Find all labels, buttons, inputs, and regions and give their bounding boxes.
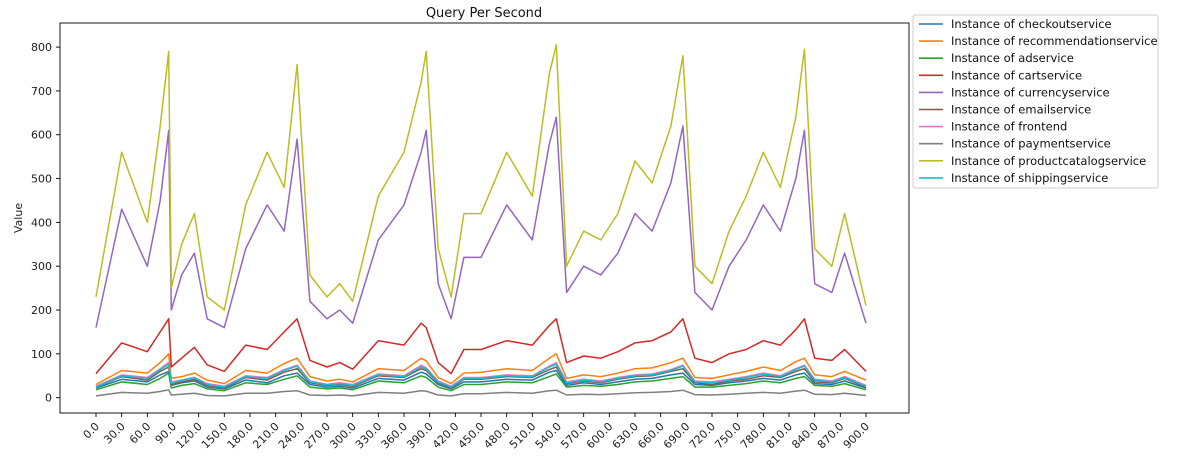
series-line-7 xyxy=(95,389,867,397)
x-tick-label: 60.0 xyxy=(127,420,154,447)
legend-label-2: Instance of adservice xyxy=(951,51,1074,65)
legend-label-1: Instance of recommendationservice xyxy=(951,34,1158,48)
x-tick-label: 210.0 xyxy=(250,420,281,451)
x-tick-label: 780.0 xyxy=(738,420,769,451)
legend-label-6: Instance of frontend xyxy=(951,120,1067,134)
x-tick-label: 390.0 xyxy=(404,420,435,451)
x-tick-label: 120.0 xyxy=(173,420,204,451)
y-tick-label: 200 xyxy=(31,304,52,317)
legend-label-9: Instance of shippingservice xyxy=(951,171,1108,185)
series-line-9 xyxy=(95,363,867,388)
x-tick-label: 750.0 xyxy=(712,420,743,451)
series-layer xyxy=(95,44,867,397)
x-tick-label: 240.0 xyxy=(276,420,307,451)
series-line-5 xyxy=(95,366,867,389)
series-line-3 xyxy=(95,318,867,375)
x-tick-label: 900.0 xyxy=(841,420,872,451)
y-tick-label: 100 xyxy=(31,348,52,361)
x-tick-label: 300.0 xyxy=(327,420,358,451)
legend-items: Instance of checkoutservice Instance of r… xyxy=(919,17,1158,185)
series-line-0 xyxy=(95,369,867,390)
y-tick-label: 0 xyxy=(45,392,52,405)
x-tick-label: 540.0 xyxy=(533,420,564,451)
x-tick-label: 30.0 xyxy=(101,420,128,447)
series-line-4 xyxy=(95,116,867,329)
chart-title: Query Per Second xyxy=(426,6,542,21)
y-tick-label: 500 xyxy=(31,173,52,186)
x-tick-label: 870.0 xyxy=(815,420,846,451)
x-tick-label: 690.0 xyxy=(661,420,692,451)
x-tick-label: 630.0 xyxy=(610,420,641,451)
x-tick-label: 150.0 xyxy=(199,420,230,451)
x-tick-label: 270.0 xyxy=(302,420,333,451)
series-line-1 xyxy=(95,353,867,386)
series-line-6 xyxy=(95,361,867,388)
x-tick-label: 660.0 xyxy=(635,420,666,451)
x-tick-label: 840.0 xyxy=(789,420,820,451)
x-tick-label: 480.0 xyxy=(481,420,512,451)
legend-frame xyxy=(912,14,1159,189)
x-tick-label: 0.0 xyxy=(81,420,103,442)
legend-label-5: Instance of emailservice xyxy=(951,103,1091,117)
x-tick-label: 360.0 xyxy=(379,420,410,451)
x-tick-label: 600.0 xyxy=(584,420,615,451)
legend-label-8: Instance of productcatalogservice xyxy=(951,154,1146,168)
plot-area xyxy=(59,22,910,414)
x-tick-label: 720.0 xyxy=(687,420,718,451)
x-tick-label: 810.0 xyxy=(764,420,795,451)
legend-label-0: Instance of checkoutservice xyxy=(951,17,1112,31)
y-axis: 0 100 200 300 400 500 600 700 800 xyxy=(31,41,60,405)
legend: Instance of checkoutservice Instance of r… xyxy=(912,14,1159,189)
x-tick-label: 180.0 xyxy=(225,420,256,451)
y-tick-label: 300 xyxy=(31,260,52,273)
x-tick-label: 420.0 xyxy=(430,420,461,451)
legend-label-3: Instance of cartservice xyxy=(951,68,1082,82)
legend-label-4: Instance of currencyservice xyxy=(951,85,1110,99)
x-tick-label: 510.0 xyxy=(507,420,538,451)
x-tick-label: 570.0 xyxy=(558,420,589,451)
x-axis: 0.0 30.0 60.0 90.0120.0150.0180.0210.0240.0… xyxy=(81,413,872,451)
legend-label-7: Instance of paymentservice xyxy=(951,137,1111,151)
y-tick-label: 800 xyxy=(31,41,52,54)
x-tick-label: 450.0 xyxy=(456,420,487,451)
y-tick-label: 600 xyxy=(31,129,52,142)
y-tick-label: 400 xyxy=(31,216,52,229)
x-tick-label: 330.0 xyxy=(353,420,384,451)
y-axis-label: Value xyxy=(12,203,25,233)
series-line-2 xyxy=(95,372,867,392)
y-tick-label: 700 xyxy=(31,85,52,98)
series-line-8 xyxy=(95,44,867,311)
